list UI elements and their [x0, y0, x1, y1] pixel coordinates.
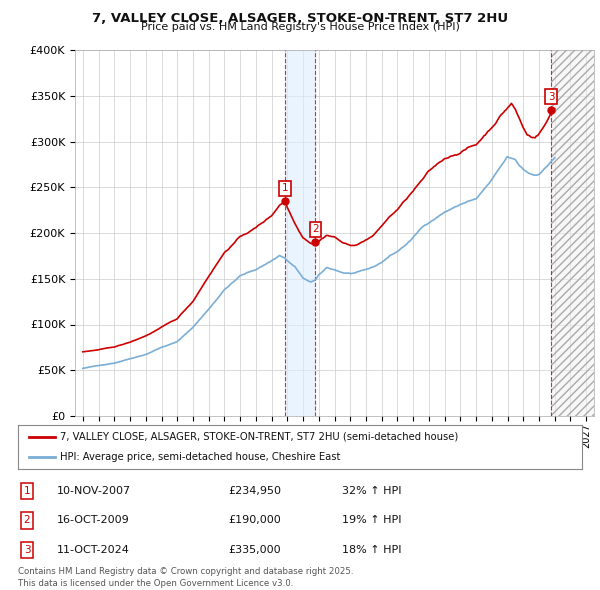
Bar: [285, 50, 316, 416]
Text: £234,950: £234,950: [228, 486, 281, 496]
Text: £335,000: £335,000: [228, 545, 281, 555]
Text: 18% ↑ HPI: 18% ↑ HPI: [342, 545, 401, 555]
Text: 2: 2: [23, 516, 31, 525]
Text: 7, VALLEY CLOSE, ALSAGER, STOKE-ON-TRENT, ST7 2HU (semi-detached house): 7, VALLEY CLOSE, ALSAGER, STOKE-ON-TRENT…: [60, 432, 458, 442]
Text: 11-OCT-2024: 11-OCT-2024: [57, 545, 130, 555]
Text: 1: 1: [23, 486, 31, 496]
Text: 7, VALLEY CLOSE, ALSAGER, STOKE-ON-TRENT, ST7 2HU: 7, VALLEY CLOSE, ALSAGER, STOKE-ON-TRENT…: [92, 12, 508, 25]
Text: 16-OCT-2009: 16-OCT-2009: [57, 516, 130, 525]
Bar: [551, 50, 594, 416]
Text: 19% ↑ HPI: 19% ↑ HPI: [342, 516, 401, 525]
Text: 2: 2: [312, 224, 319, 234]
Text: HPI: Average price, semi-detached house, Cheshire East: HPI: Average price, semi-detached house,…: [60, 452, 341, 462]
Text: 10-NOV-2007: 10-NOV-2007: [57, 486, 131, 496]
Text: 3: 3: [548, 92, 554, 102]
Bar: [551, 50, 594, 416]
Text: 1: 1: [282, 183, 289, 194]
Text: £190,000: £190,000: [228, 516, 281, 525]
Text: Contains HM Land Registry data © Crown copyright and database right 2025.
This d: Contains HM Land Registry data © Crown c…: [18, 568, 353, 588]
Text: Price paid vs. HM Land Registry's House Price Index (HPI): Price paid vs. HM Land Registry's House …: [140, 22, 460, 32]
Text: 32% ↑ HPI: 32% ↑ HPI: [342, 486, 401, 496]
Text: 3: 3: [23, 545, 31, 555]
